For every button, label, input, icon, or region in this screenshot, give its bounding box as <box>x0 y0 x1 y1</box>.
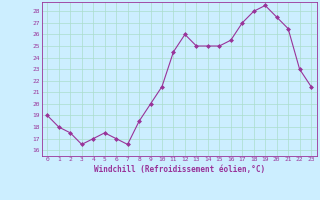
X-axis label: Windchill (Refroidissement éolien,°C): Windchill (Refroidissement éolien,°C) <box>94 165 265 174</box>
